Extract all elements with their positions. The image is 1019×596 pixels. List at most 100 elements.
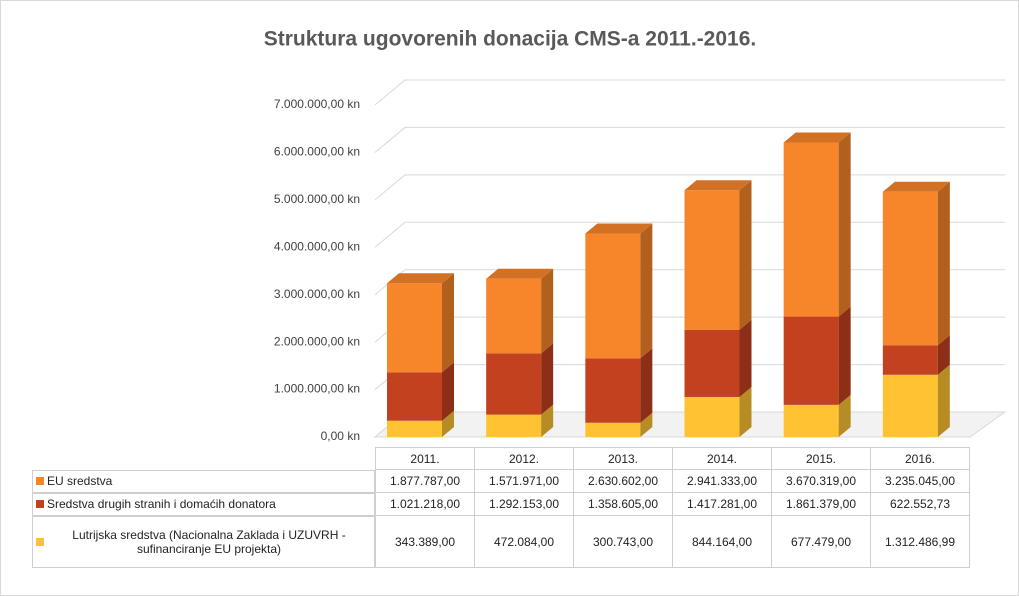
bar-segment	[882, 364, 950, 437]
bar-front	[882, 345, 938, 375]
value-label: 472.084,00	[474, 515, 574, 568]
value-label: 2.941.333,00	[672, 469, 772, 493]
bar-front	[684, 329, 740, 397]
legend-label: EU sredstva	[47, 474, 113, 488]
bar-segment	[585, 223, 653, 359]
bar-side	[442, 410, 454, 437]
bar-segment	[387, 273, 454, 373]
bar-side	[739, 319, 752, 397]
bar-segment	[783, 132, 851, 317]
legend-cell: Lutrijska sredstva (Nacionalna Zaklada i…	[32, 515, 375, 568]
bar-front	[486, 353, 542, 415]
y-tick-label: 6.000.000,00 kn	[274, 145, 360, 159]
value-label: 1.358.605,00	[573, 492, 673, 516]
table-header-row: 2011. 2012. 2013. 2014. 2015. 2016.	[32, 447, 970, 470]
y-tick-label: 0,00 kn	[321, 429, 360, 443]
value-label: 3.670.319,00	[771, 469, 871, 493]
value-label: 1.877.787,00	[375, 469, 475, 493]
table-row: EU sredstva 1.877.787,00 1.571.971,00 2.630…	[32, 469, 970, 493]
bar-segment	[486, 343, 554, 415]
legend-swatch	[36, 537, 44, 546]
bar-front	[684, 190, 740, 330]
bar-front	[486, 414, 542, 437]
y-tick-label: 7.000.000,00 kn	[274, 97, 360, 111]
bar-front	[684, 396, 740, 437]
bar-side	[442, 362, 454, 421]
legend-cell: Sredstva drugih stranih i domaćih donato…	[32, 492, 375, 516]
table-corner	[32, 448, 376, 470]
legend-label: Lutrijska sredstva (Nacionalna Zaklada i…	[72, 527, 346, 556]
bar-side	[739, 180, 752, 330]
bar-side	[640, 348, 653, 423]
legend-label: Sredstva drugih stranih i domaćih donato…	[47, 497, 276, 511]
y-tick-label: 3.000.000,00 kn	[274, 287, 360, 301]
bar-segment	[783, 306, 851, 405]
data-table: 2011. 2012. 2013. 2014. 2015. 2016. EU sredstv…	[32, 447, 970, 568]
x-tick-label: 2013.	[573, 447, 673, 470]
bar-side	[739, 386, 752, 437]
bar-side	[541, 343, 554, 415]
y-tick-label: 5.000.000,00 kn	[274, 192, 360, 206]
bar-side	[640, 412, 653, 437]
legend-swatch	[36, 477, 44, 485]
bar-segment	[783, 394, 851, 437]
value-label: 844.164,00	[672, 515, 772, 568]
x-tick-label: 2016.	[870, 447, 970, 470]
bar-side	[937, 364, 950, 437]
y-tick-label: 2.000.000,00 kn	[274, 334, 360, 348]
bar-front	[783, 404, 839, 437]
bar-top	[486, 268, 554, 279]
bar-front	[585, 233, 641, 359]
value-label: 1.021.218,00	[375, 492, 475, 516]
bar-segment	[684, 180, 752, 330]
bar-front	[783, 316, 839, 405]
bar-front	[882, 191, 938, 346]
x-tick-label: 2012.	[474, 447, 574, 470]
bar-side	[442, 273, 454, 373]
x-tick-label: 2011.	[375, 447, 475, 470]
bar-segment	[882, 181, 950, 346]
bar-segment	[684, 386, 752, 437]
bar-front	[585, 422, 641, 437]
value-label: 1.292.153,00	[474, 492, 574, 516]
bar-front	[783, 142, 839, 317]
value-label: 1.312.486,99	[870, 515, 970, 568]
x-tick-label: 2014.	[672, 447, 772, 470]
bar-front	[387, 372, 442, 421]
bar-side	[640, 223, 653, 359]
bar-front	[882, 374, 938, 437]
value-label: 677.479,00	[771, 515, 871, 568]
value-label: 343.389,00	[375, 515, 475, 568]
x-tick-label: 2015.	[771, 447, 871, 470]
bar-segment	[684, 319, 752, 397]
bar-top	[684, 180, 752, 191]
bar-side	[541, 404, 554, 437]
bar-top	[585, 223, 653, 234]
table-row: Lutrijska sredstva (Nacionalna Zaklada i…	[32, 515, 970, 568]
bar-segment	[585, 348, 653, 423]
bar-side	[541, 268, 554, 354]
bar-front	[387, 283, 442, 373]
value-label: 1.571.971,00	[474, 469, 574, 493]
table-row: Sredstva drugih stranih i domaćih donato…	[32, 492, 970, 516]
bar-segment	[387, 410, 454, 437]
bar-side	[937, 181, 950, 346]
legend-cell: EU sredstva	[32, 469, 375, 493]
bar-front	[486, 278, 542, 354]
bar-side	[838, 394, 851, 437]
value-label: 1.417.281,00	[672, 492, 772, 516]
bar-top	[882, 181, 950, 192]
bar-segment	[486, 404, 554, 437]
bar-front	[387, 420, 442, 437]
bar-segment	[882, 335, 950, 375]
value-label: 300.743,00	[573, 515, 673, 568]
value-label: 622.552,73	[870, 492, 970, 516]
bar-side	[838, 132, 851, 317]
bar-top	[783, 132, 851, 143]
bar-top	[387, 273, 454, 284]
bar-segment	[585, 412, 653, 437]
y-tick-label: 4.000.000,00 kn	[274, 239, 360, 253]
bar-front	[585, 358, 641, 423]
chart-title: Struktura ugovorenih donacija CMS-a 2011…	[264, 28, 757, 51]
